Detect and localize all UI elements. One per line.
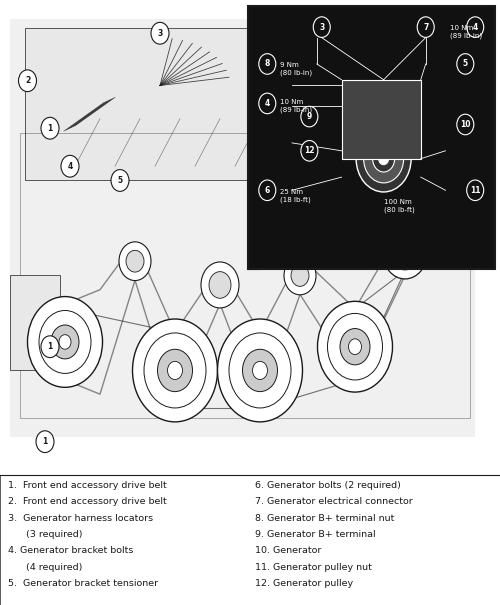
Circle shape <box>126 250 144 272</box>
Text: 2: 2 <box>25 76 30 85</box>
Circle shape <box>382 224 428 279</box>
Circle shape <box>229 333 291 408</box>
Circle shape <box>318 301 392 392</box>
Text: 11. Generator pulley nut: 11. Generator pulley nut <box>255 563 372 572</box>
Text: 5.  Generator bracket tensioner: 5. Generator bracket tensioner <box>8 579 158 588</box>
Text: 4: 4 <box>68 162 72 171</box>
Circle shape <box>301 140 318 161</box>
Text: 25 Nm
(18 lb-ft): 25 Nm (18 lb-ft) <box>280 189 310 203</box>
Text: 10 Nm
(89 lb-in): 10 Nm (89 lb-in) <box>280 99 312 113</box>
Circle shape <box>301 106 318 127</box>
Circle shape <box>348 339 362 355</box>
Bar <box>0 475 500 605</box>
Circle shape <box>151 22 169 44</box>
Circle shape <box>59 335 71 349</box>
Bar <box>20 133 470 418</box>
Text: 1: 1 <box>42 437 48 446</box>
Bar <box>10 275 60 370</box>
Bar <box>10 19 475 437</box>
Text: 9: 9 <box>307 112 312 121</box>
Text: 3.  Generator harness locators: 3. Generator harness locators <box>8 514 152 523</box>
Circle shape <box>28 296 102 387</box>
Circle shape <box>218 319 302 422</box>
Circle shape <box>466 17 483 38</box>
Circle shape <box>259 180 276 201</box>
Text: 2.  Front end accessory drive belt: 2. Front end accessory drive belt <box>8 497 166 506</box>
Text: 4: 4 <box>472 22 478 31</box>
Circle shape <box>259 93 276 114</box>
Circle shape <box>457 54 474 74</box>
Circle shape <box>201 262 239 308</box>
Text: 11: 11 <box>470 186 480 195</box>
Circle shape <box>378 152 388 165</box>
Circle shape <box>132 319 218 422</box>
Bar <box>342 80 421 159</box>
Text: 3: 3 <box>319 22 324 31</box>
Circle shape <box>39 310 91 373</box>
Circle shape <box>313 17 330 38</box>
Circle shape <box>209 272 231 298</box>
Circle shape <box>466 180 483 201</box>
Circle shape <box>41 336 59 358</box>
Text: 100 Nm
(80 lb-ft): 100 Nm (80 lb-ft) <box>384 199 414 213</box>
Text: 12. Generator pulley: 12. Generator pulley <box>255 579 353 588</box>
Text: 9. Generator B+ terminal: 9. Generator B+ terminal <box>255 530 376 539</box>
Text: 1: 1 <box>48 342 52 351</box>
Circle shape <box>457 114 474 135</box>
Circle shape <box>158 349 192 391</box>
Circle shape <box>252 361 268 379</box>
Circle shape <box>61 155 79 177</box>
Circle shape <box>36 431 54 453</box>
Text: 3: 3 <box>158 29 162 38</box>
Circle shape <box>284 256 316 295</box>
Text: 10. Generator: 10. Generator <box>255 546 322 555</box>
Text: 8. Generator B+ terminal nut: 8. Generator B+ terminal nut <box>255 514 394 523</box>
Circle shape <box>398 243 412 261</box>
Text: 6: 6 <box>264 186 270 195</box>
Circle shape <box>168 361 182 379</box>
Circle shape <box>356 125 411 192</box>
Text: (3 required): (3 required) <box>8 530 82 539</box>
Text: 10: 10 <box>460 120 470 129</box>
Circle shape <box>328 313 382 380</box>
Text: 5: 5 <box>462 59 468 68</box>
Circle shape <box>340 329 370 365</box>
Circle shape <box>41 117 59 139</box>
Text: 7. Generator electrical connector: 7. Generator electrical connector <box>255 497 413 506</box>
Text: 4. Generator bracket bolts: 4. Generator bracket bolts <box>8 546 133 555</box>
Circle shape <box>417 17 434 38</box>
Circle shape <box>111 169 129 191</box>
Bar <box>25 28 450 180</box>
Text: 9 Nm
(80 lb-in): 9 Nm (80 lb-in) <box>280 62 312 76</box>
Text: 6. Generator bolts (2 required): 6. Generator bolts (2 required) <box>255 481 401 490</box>
Text: 4: 4 <box>264 99 270 108</box>
Text: 10 Nm
(89 lb-in): 10 Nm (89 lb-in) <box>450 25 482 39</box>
Circle shape <box>259 54 276 74</box>
Circle shape <box>18 70 36 91</box>
Text: 5: 5 <box>118 176 122 185</box>
Circle shape <box>372 145 394 172</box>
Circle shape <box>291 264 309 286</box>
Circle shape <box>119 242 151 281</box>
Text: (4 required): (4 required) <box>8 563 82 572</box>
Text: 1.  Front end accessory drive belt: 1. Front end accessory drive belt <box>8 481 166 490</box>
Text: 12: 12 <box>304 146 314 155</box>
Text: 8: 8 <box>264 59 270 68</box>
Text: 7: 7 <box>423 22 428 31</box>
Bar <box>248 6 495 269</box>
Circle shape <box>242 349 278 391</box>
Circle shape <box>390 234 420 270</box>
Circle shape <box>364 134 404 183</box>
Text: 1: 1 <box>48 124 52 132</box>
Bar <box>380 180 445 237</box>
Circle shape <box>144 333 206 408</box>
Circle shape <box>51 325 79 359</box>
